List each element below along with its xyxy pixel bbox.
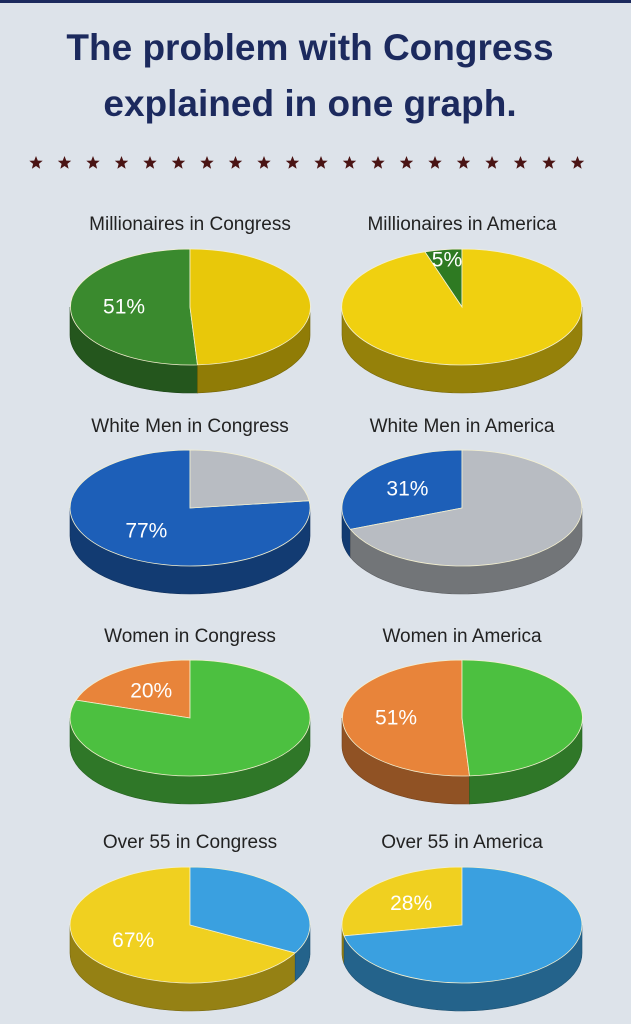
pie-slice <box>341 659 470 805</box>
title-line: The problem with Congress <box>66 27 553 68</box>
pie-slice <box>341 866 463 964</box>
value-label: 77% <box>125 519 167 542</box>
pie-slice <box>69 449 311 595</box>
star <box>200 156 214 169</box>
chart-title: Women in America <box>382 626 542 647</box>
star-divider <box>29 156 585 169</box>
pie-slice <box>341 449 463 559</box>
pie-slice <box>343 866 583 1012</box>
chart-title: Over 55 in America <box>381 832 543 853</box>
slice-top <box>343 866 583 984</box>
chart-title: Over 55 in Congress <box>103 832 277 853</box>
star <box>171 156 186 169</box>
slice-top <box>69 866 297 984</box>
star <box>314 156 328 169</box>
chart-title: Women in Congress <box>104 626 276 647</box>
star <box>257 156 271 169</box>
value-label: 5% <box>432 249 462 272</box>
pie-slice <box>341 248 583 394</box>
slice-top <box>189 866 311 954</box>
slice-top <box>189 449 310 509</box>
star <box>456 156 471 169</box>
slice-top <box>349 449 583 567</box>
slice-top <box>342 659 470 777</box>
pie-slice <box>189 449 310 509</box>
star <box>342 156 357 169</box>
slice-top <box>189 248 311 366</box>
chart-title: White Men in America <box>370 416 555 437</box>
pie-slice <box>349 449 583 595</box>
star <box>428 156 442 169</box>
pie-slice <box>69 248 198 394</box>
slice-top <box>69 449 311 567</box>
star <box>399 156 414 169</box>
pie-slice <box>69 866 297 1012</box>
pie-slice <box>189 248 311 394</box>
slice-top <box>461 659 583 777</box>
chart-title: Millionaires in America <box>367 214 556 235</box>
value-label: 28% <box>390 892 432 915</box>
pie-slice <box>75 659 191 719</box>
star <box>86 156 100 169</box>
pie-slice <box>69 659 311 805</box>
star <box>570 156 585 169</box>
value-label: 67% <box>112 929 154 952</box>
star <box>513 156 528 169</box>
title-line: explained in one graph. <box>103 83 516 124</box>
star <box>485 156 499 169</box>
star <box>228 156 243 169</box>
chart-title: Millionaires in Congress <box>89 214 291 235</box>
value-label: 20% <box>130 680 172 703</box>
slice-top <box>341 449 463 530</box>
star <box>29 156 43 169</box>
star <box>285 156 300 169</box>
star <box>114 156 129 169</box>
top-border <box>0 0 631 3</box>
value-label: 51% <box>375 707 417 730</box>
chart-title: White Men in Congress <box>91 416 288 437</box>
value-label: 31% <box>386 478 428 501</box>
slice-top <box>341 866 463 937</box>
slice-top <box>70 248 198 366</box>
star <box>143 156 157 169</box>
pie-slice <box>461 659 583 805</box>
slice-top <box>341 248 583 366</box>
star <box>57 156 72 169</box>
slice-top <box>69 659 311 777</box>
slice-top <box>75 659 191 719</box>
star <box>371 156 385 169</box>
value-label: 51% <box>103 296 145 319</box>
star <box>542 156 556 169</box>
pie-slice <box>189 866 311 982</box>
